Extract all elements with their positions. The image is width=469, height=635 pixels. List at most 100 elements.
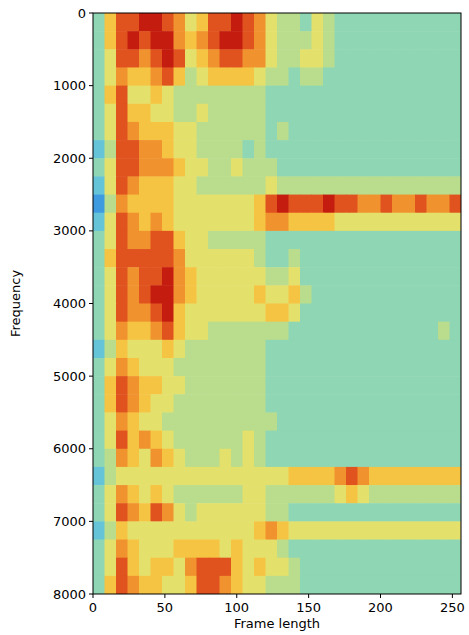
- heat-cell: [231, 558, 243, 577]
- heat-cell: [323, 412, 335, 431]
- heat-cell: [197, 267, 209, 286]
- heat-cell: [116, 485, 128, 504]
- heat-cell: [404, 576, 416, 594]
- heat-cell: [335, 86, 347, 105]
- heat-cell: [323, 104, 335, 123]
- heat-cell: [231, 322, 243, 341]
- heat-cell: [197, 213, 209, 232]
- heat-cell: [197, 13, 209, 32]
- heat-cell: [404, 122, 416, 141]
- heat-cell: [323, 49, 335, 68]
- heat-cell: [404, 376, 416, 395]
- heat-cell: [243, 86, 255, 105]
- heat-cell: [220, 394, 232, 413]
- heat-cell: [335, 158, 347, 177]
- heat-cell: [93, 431, 105, 450]
- heat-cell: [93, 322, 105, 341]
- heat-cell: [369, 358, 381, 377]
- heat-cell: [208, 13, 220, 32]
- y-tick: [89, 448, 93, 449]
- heat-cell: [277, 340, 289, 359]
- heat-cell: [208, 176, 220, 195]
- heat-cell: [369, 104, 381, 123]
- heat-cell: [162, 49, 174, 68]
- heat-cell: [174, 140, 186, 159]
- heat-cell: [139, 340, 151, 359]
- heat-cell: [243, 67, 255, 86]
- heat-cell: [369, 13, 381, 32]
- heat-cell: [289, 467, 301, 486]
- heat-cell: [139, 449, 151, 468]
- y-tick: [89, 13, 93, 14]
- heat-cell: [162, 104, 174, 123]
- heat-cell: [404, 67, 416, 86]
- heat-cell: [185, 340, 197, 359]
- heat-cell: [231, 104, 243, 123]
- heat-cell: [312, 86, 324, 105]
- heat-cell: [162, 521, 174, 540]
- heat-cell: [323, 195, 335, 214]
- heat-cell: [197, 412, 209, 431]
- heat-cell: [254, 358, 266, 377]
- heat-cell: [220, 49, 232, 68]
- heat-cell: [197, 485, 209, 504]
- heat-cell: [208, 140, 220, 159]
- heat-cell: [185, 449, 197, 468]
- heat-cell: [254, 13, 266, 32]
- heat-cell: [415, 449, 427, 468]
- heat-cell: [139, 104, 151, 123]
- heat-cell: [151, 49, 163, 68]
- heat-cell: [438, 249, 450, 268]
- heat-cell: [358, 86, 370, 105]
- heat-cell: [300, 394, 312, 413]
- heat-cell: [381, 267, 393, 286]
- heat-cell: [254, 67, 266, 86]
- heat-cell: [231, 285, 243, 304]
- heat-cell: [116, 13, 128, 32]
- heat-cell: [197, 467, 209, 486]
- heat-cell: [174, 412, 186, 431]
- heat-cell: [197, 122, 209, 141]
- heat-cell: [128, 49, 140, 68]
- heat-cell: [450, 304, 462, 323]
- heat-cell: [105, 558, 117, 577]
- heat-cell: [116, 431, 128, 450]
- heat-cell: [151, 176, 163, 195]
- heat-cell: [300, 176, 312, 195]
- heat-cell: [358, 485, 370, 504]
- heat-cell: [185, 304, 197, 323]
- heat-cell: [243, 431, 255, 450]
- heat-cell: [415, 31, 427, 50]
- heat-cell: [300, 122, 312, 141]
- heat-cell: [427, 267, 439, 286]
- heat-cell: [254, 49, 266, 68]
- heat-cell: [427, 576, 439, 594]
- heat-cell: [427, 122, 439, 141]
- heat-cell: [220, 376, 232, 395]
- heat-cell: [151, 358, 163, 377]
- heat-cell: [415, 213, 427, 232]
- heat-cell: [266, 540, 278, 559]
- heat-cell: [197, 285, 209, 304]
- heat-cell: [139, 86, 151, 105]
- heat-cell: [174, 485, 186, 504]
- heat-cell: [208, 195, 220, 214]
- heat-cell: [231, 449, 243, 468]
- heat-cell: [300, 467, 312, 486]
- heat-cell: [93, 122, 105, 141]
- heat-cell: [266, 503, 278, 522]
- heat-cell: [116, 449, 128, 468]
- heat-cell: [197, 394, 209, 413]
- heat-cell: [438, 376, 450, 395]
- x-tick: [93, 594, 94, 598]
- heat-cell: [231, 231, 243, 250]
- heat-cell: [438, 31, 450, 50]
- heat-cell: [93, 104, 105, 123]
- heat-cell: [139, 467, 151, 486]
- heat-cell: [289, 431, 301, 450]
- heat-cell: [254, 140, 266, 159]
- heat-cell: [392, 540, 404, 559]
- heat-cell: [323, 558, 335, 577]
- heat-cell: [139, 376, 151, 395]
- heat-cell: [231, 340, 243, 359]
